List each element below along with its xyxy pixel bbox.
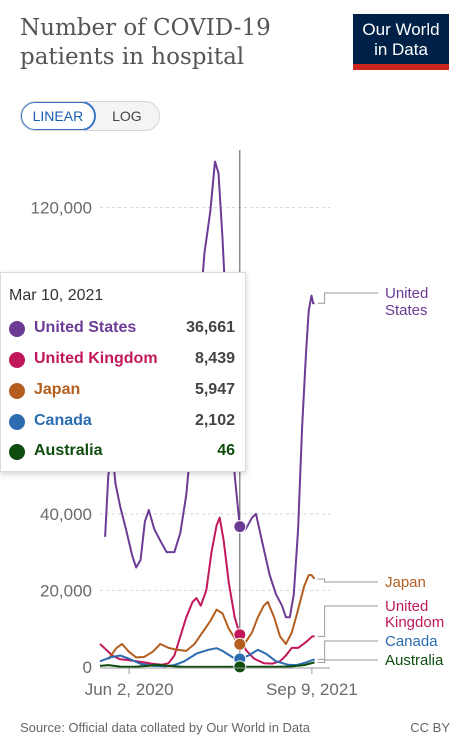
label-leader-line <box>317 659 378 663</box>
tooltip-row-australia: Australia 46 <box>9 440 235 464</box>
scale-toggle: LINEAR LOG <box>20 101 160 131</box>
tooltip-series-value: 2,102 <box>194 412 235 429</box>
tooltip-row-japan: Japan 5,947 <box>9 379 235 403</box>
source-note[interactable]: Source: Official data collated by Our Wo… <box>20 720 310 735</box>
tooltip-series-name: Japan <box>34 381 81 398</box>
label-leader-line <box>317 605 378 637</box>
series-end-label: Japan <box>385 574 426 591</box>
tooltip-series-name: United States <box>34 319 137 336</box>
chart-title: Number of COVID-19 patients in hospital <box>20 15 271 70</box>
log-scale-button[interactable]: LOG <box>112 108 142 124</box>
series-dot-icon <box>9 352 25 368</box>
label-leader-line <box>317 292 378 304</box>
series-lines <box>99 160 316 668</box>
tooltip-series-value: 5,947 <box>194 381 235 398</box>
series-line-australia <box>99 661 315 668</box>
tooltip-series-value: 8,439 <box>194 350 235 367</box>
label-leader-line <box>317 640 378 660</box>
series-dot-icon <box>9 414 25 430</box>
x-tick-label: Jun 2, 2020 <box>85 680 174 699</box>
y-tick-label: 0 <box>83 658 92 677</box>
x-axis: Jun 2, 2020 Sep 9, 2021 <box>85 667 358 699</box>
tooltip-row-united-kingdom: United Kingdom 8,439 <box>9 348 235 372</box>
logo-accent-bar <box>353 64 449 70</box>
tooltip-row-canada: Canada 2,102 <box>9 410 235 434</box>
tooltip-series-name: Canada <box>34 412 92 429</box>
logo-line-2: in Data <box>374 40 428 59</box>
series-line-united-kingdom <box>99 516 315 666</box>
series-end-label: United <box>385 285 428 302</box>
tooltip-row-united-states: United States 36,661 <box>9 317 235 341</box>
hover-marker-japan <box>233 637 247 651</box>
series-dot-icon <box>9 444 25 460</box>
x-tick-label: Sep 9, 2021 <box>266 680 358 699</box>
series-line-united-states <box>104 160 315 619</box>
series-end-labels: UnitedStatesUnitedKingdomJapanCanadaAust… <box>317 285 444 669</box>
series-end-label: States <box>385 302 428 319</box>
tooltip-date: Mar 10, 2021 <box>9 287 104 304</box>
grid-lines <box>100 207 330 591</box>
series-dot-icon <box>9 321 25 337</box>
chart-footer: Source: Official data collated by Our Wo… <box>20 720 450 735</box>
logo-line-1: Our World <box>362 20 440 39</box>
series-end-label: Kingdom <box>385 614 444 631</box>
license-link[interactable]: CC BY <box>410 720 450 735</box>
series-line-japan <box>107 574 316 660</box>
owid-logo[interactable]: Our World in Data <box>353 14 449 70</box>
y-tick-label: 120,000 <box>31 199 92 218</box>
series-line-canada <box>99 647 315 668</box>
hover-marker-united-states <box>233 520 247 534</box>
series-end-label: Australia <box>385 652 444 669</box>
label-leader-line <box>317 578 378 583</box>
linear-scale-button[interactable]: LINEAR <box>21 102 96 130</box>
hover-marker-australia <box>233 660 247 674</box>
hover-tooltip: Mar 10, 2021 United States 36,661 United… <box>0 272 246 472</box>
series-dot-icon <box>9 383 25 399</box>
hover-markers <box>233 520 247 674</box>
series-end-label: Canada <box>385 633 438 650</box>
line-chart[interactable]: 0 20,000 40,000 120,000 Jun 2, 2020 Sep 9, 2… <box>0 140 474 705</box>
series-end-label: United <box>385 598 428 615</box>
tooltip-series-name: United Kingdom <box>34 350 158 367</box>
tooltip-series-name: Australia <box>34 442 103 459</box>
y-tick-label: 20,000 <box>40 581 92 600</box>
y-axis-ticks: 0 20,000 40,000 120,000 <box>31 199 92 677</box>
tooltip-series-value: 46 <box>217 442 235 459</box>
tooltip-series-value: 36,661 <box>186 319 235 336</box>
y-tick-label: 40,000 <box>40 505 92 524</box>
